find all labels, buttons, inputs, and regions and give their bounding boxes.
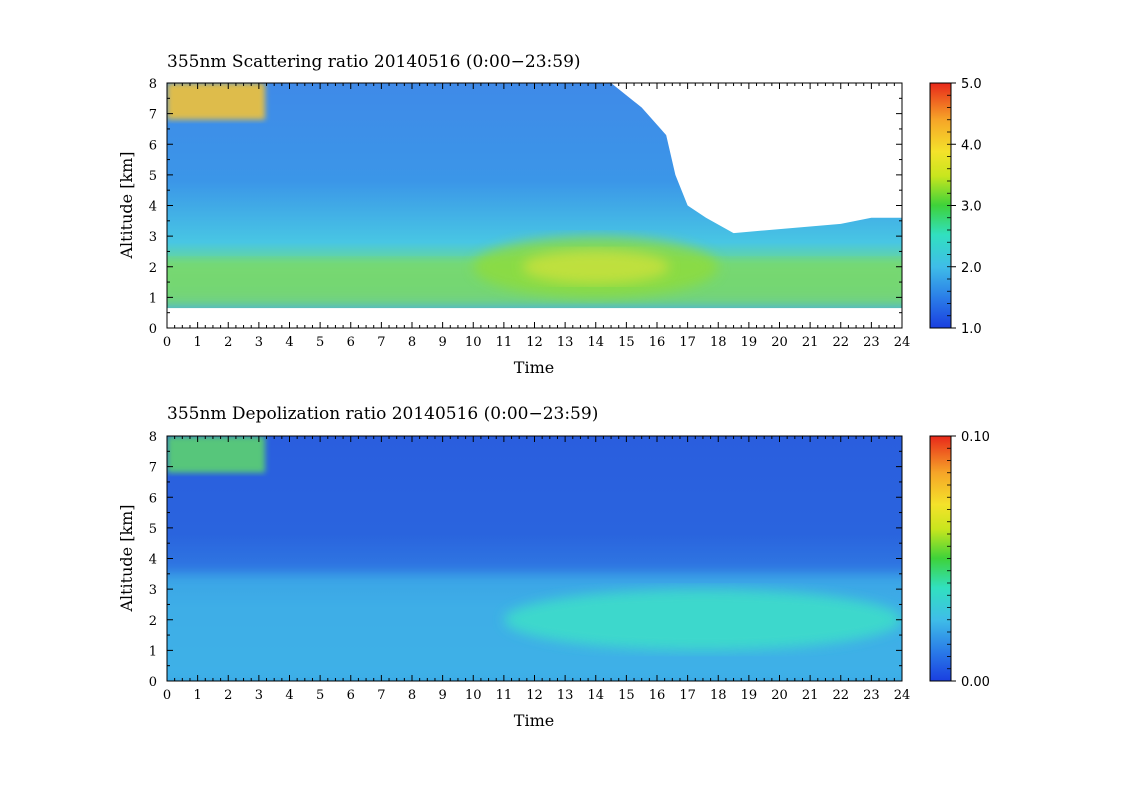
scattering-xtick-label: 18 (710, 335, 727, 350)
depolarization-xtick-label: 23 (863, 688, 880, 703)
scattering-xtick-label: 7 (377, 335, 385, 350)
depolarization-xtick-label: 4 (285, 688, 293, 703)
scattering-xtick-label: 20 (771, 335, 788, 350)
scattering-colorbar-label: 4.0 (961, 138, 982, 153)
scattering-heatmap (167, 83, 902, 328)
scattering-xtick-label: 22 (832, 335, 849, 350)
depolarization-xtick-label: 9 (438, 688, 446, 703)
depolarization-axis-ticks: 0 1 2 3 4 5 6 7 8 9 10 11 12 13 14 15 16 17 18 19 20 21 22 23 24… (149, 430, 911, 703)
depolarization-xtick-label: 10 (465, 688, 482, 703)
scattering-ytick-label: 2 (149, 261, 157, 276)
depolarization-xtick-label: 18 (710, 688, 727, 703)
scattering-xtick-label: 10 (465, 335, 482, 350)
depolarization-ytick-label: 3 (149, 583, 157, 598)
scattering-xtick-label: 16 (649, 335, 666, 350)
scattering-xtick-label: 24 (894, 335, 911, 350)
scattering-xtick-label: 13 (557, 335, 574, 350)
scattering-xtick-label: 0 (163, 335, 171, 350)
scattering-xtick-label: 9 (438, 335, 446, 350)
depolarization-xtick-label: 20 (771, 688, 788, 703)
scattering-ytick-label: 4 (149, 200, 157, 215)
scattering-colorbar-label: 3.0 (961, 200, 982, 215)
scattering-colorbar-ticks: 1.0 2.0 3.0 4.0 5.0 (947, 77, 982, 337)
scattering-colorbar-label: 1.0 (961, 322, 982, 337)
scattering-xtick-label: 21 (802, 335, 819, 350)
depolarization-ytick-label: 1 (149, 644, 157, 659)
depolarization-xtick-label: 24 (894, 688, 911, 703)
depolarization-xtick-label: 7 (377, 688, 385, 703)
depolarization-xtick-label: 11 (496, 688, 513, 703)
scattering-ytick-label: 1 (149, 291, 157, 306)
scattering-xtick-label: 5 (316, 335, 324, 350)
scattering-xtick-label: 23 (863, 335, 880, 350)
depolarization-xtick-label: 0 (163, 688, 171, 703)
depolarization-xtick-label: 1 (193, 688, 201, 703)
scattering-xlabel: Time (514, 358, 554, 377)
scattering-xtick-label: 8 (408, 335, 416, 350)
depolarization-xtick-label: 19 (741, 688, 758, 703)
scattering-xtick-label: 17 (679, 335, 696, 350)
depolarization-ytick-label: 0 (149, 675, 157, 690)
scattering-ytick-label: 7 (149, 108, 157, 123)
depolarization-ytick-label: 5 (149, 522, 157, 537)
depolarization-colorbar-ticks: 0.00 0.10 (947, 430, 990, 690)
depolarization-ytick-label: 6 (149, 491, 157, 506)
scattering-xtick-label: 2 (224, 335, 232, 350)
depolarization-layer-cirrus (167, 436, 265, 473)
depolarization-colorbar-label: 0.00 (961, 675, 990, 690)
scattering-ytick-label: 3 (149, 230, 157, 245)
depolarization-xlabel: Time (514, 711, 554, 730)
depolarization-colorbar-label: 0.10 (961, 430, 990, 445)
depolarization-xtick-label: 17 (679, 688, 696, 703)
scattering-xtick-label: 3 (255, 335, 263, 350)
scattering-xtick-label: 15 (618, 335, 635, 350)
scattering-no-data-upper (167, 83, 902, 234)
depolarization-ylabel: Altitude [km] (117, 504, 136, 612)
scattering-ytick-label: 8 (149, 77, 157, 92)
scattering-ratio-panel: 355nm Scattering ratio 20140516 (0:00−23… (117, 52, 982, 377)
scattering-colorbar-label: 5.0 (961, 77, 982, 92)
scattering-xtick-label: 1 (193, 335, 201, 350)
scattering-xtick-label: 14 (587, 335, 604, 350)
depolarization-ratio-panel: 355nm Depolization ratio 20140516 (0:00−… (117, 404, 990, 730)
depolarization-title: 355nm Depolization ratio 20140516 (0:00−… (167, 404, 598, 424)
scattering-axis-ticks: 0 1 2 3 4 5 6 7 8 9 10 11 12 13 14 15 16 17 18 19 20 21 22 23 24… (149, 77, 911, 350)
depolarization-xtick-label: 6 (347, 688, 355, 703)
depolarization-ytick-label: 4 (149, 553, 157, 568)
scattering-layer-elevated-core (522, 249, 670, 284)
scattering-xtick-label: 19 (741, 335, 758, 350)
depolarization-ytick-label: 8 (149, 430, 157, 445)
depolarization-xtick-label: 3 (255, 688, 263, 703)
depolarization-xtick-label: 2 (224, 688, 232, 703)
scattering-colorbar-label: 2.0 (961, 261, 982, 276)
depolarization-xtick-label: 8 (408, 688, 416, 703)
scattering-xtick-label: 12 (526, 335, 543, 350)
scattering-ytick-label: 6 (149, 138, 157, 153)
depolarization-layer-dust (503, 589, 902, 651)
depolarization-xtick-label: 13 (557, 688, 574, 703)
depolarization-xtick-label: 5 (316, 688, 324, 703)
depolarization-heatmap (167, 436, 902, 681)
scattering-ytick-label: 0 (149, 322, 157, 337)
scattering-xtick-label: 6 (347, 335, 355, 350)
depolarization-xtick-label: 21 (802, 688, 819, 703)
depolarization-xtick-label: 14 (587, 688, 604, 703)
scattering-ytick-label: 5 (149, 169, 157, 184)
scattering-ylabel: Altitude [km] (117, 151, 136, 259)
scattering-xtick-label: 11 (496, 335, 513, 350)
depolarization-xtick-label: 12 (526, 688, 543, 703)
depolarization-xtick-label: 16 (649, 688, 666, 703)
scattering-layer-cirrus (167, 83, 265, 120)
depolarization-ytick-label: 2 (149, 614, 157, 629)
depolarization-xtick-label: 22 (832, 688, 849, 703)
depolarization-xtick-label: 15 (618, 688, 635, 703)
scattering-xtick-label: 4 (285, 335, 293, 350)
depolarization-ytick-label: 7 (149, 461, 157, 476)
scattering-title: 355nm Scattering ratio 20140516 (0:00−23… (167, 52, 581, 72)
